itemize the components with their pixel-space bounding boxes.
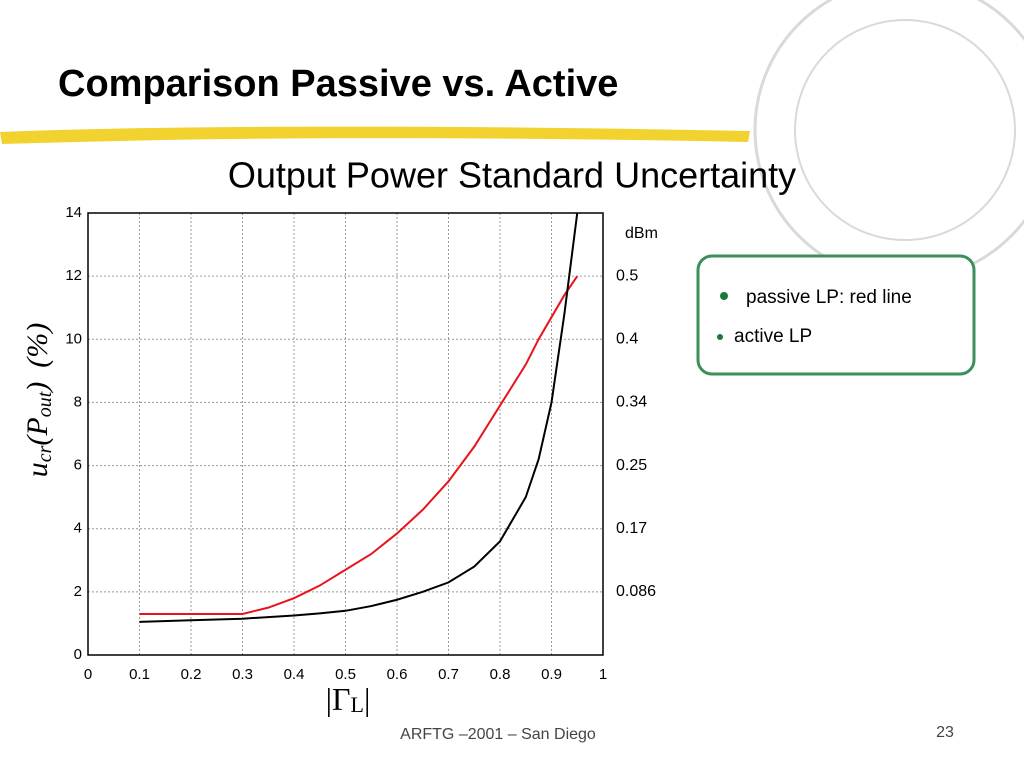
y2-tick-label: 0.4: [616, 331, 638, 348]
legend-entry: passive LP: red line: [746, 287, 912, 308]
legend-box: [696, 254, 976, 376]
x-tick-label: 0.8: [490, 666, 511, 683]
slide-title: Comparison Passive vs. Active: [58, 63, 618, 105]
y-tick-label: 4: [74, 520, 82, 537]
y2-tick-label: 0.17: [616, 520, 647, 537]
footer: ARFTG –2001 – San Diego: [400, 726, 596, 743]
y-tick-label: 10: [65, 330, 82, 347]
x-tick-label: 1: [599, 666, 607, 683]
y2-tick-label: 0.5: [616, 267, 638, 284]
legend-entry: active LP: [734, 326, 812, 347]
watermark-seal: [753, 0, 1024, 282]
y-tick-label: 12: [65, 267, 82, 284]
y-tick-label: 0: [74, 646, 82, 663]
legend-bullet: [720, 292, 728, 300]
x-tick-label: 0.9: [541, 666, 562, 683]
page-number: 23: [936, 724, 954, 741]
x-tick-label: 0: [84, 666, 92, 683]
y2-tick-label: 0.34: [616, 394, 647, 411]
y-tick-label: 8: [74, 393, 82, 410]
x-tick-label: 0.4: [284, 666, 305, 683]
series-line: [139, 275, 579, 615]
chart-subtitle: Output Power Standard Uncertainty: [228, 155, 796, 196]
y2-tick-label: 0.25: [616, 457, 647, 474]
y-tick-label: 6: [74, 457, 82, 474]
x-axis-label: |ΓL|: [326, 681, 371, 717]
x-tick-label: 0.2: [181, 666, 202, 683]
y-axis-label: ucr(Pout)(%): [21, 323, 56, 478]
x-tick-label: 0.1: [129, 666, 150, 683]
y-tick-label: 14: [65, 204, 82, 221]
y-tick-label: 2: [74, 583, 82, 600]
y2-tick-label: 0.086: [616, 583, 656, 600]
x-tick-label: 0.3: [232, 666, 253, 683]
x-tick-label: 0.5: [335, 666, 356, 683]
legend-bullet: [717, 334, 723, 340]
series-line: [139, 213, 579, 623]
x-tick-label: 0.6: [387, 666, 408, 683]
title-underline: [0, 126, 750, 144]
plot-frame: [87, 212, 604, 656]
x-tick-label: 0.7: [438, 666, 459, 683]
y2-axis-label: dBm: [625, 225, 658, 242]
